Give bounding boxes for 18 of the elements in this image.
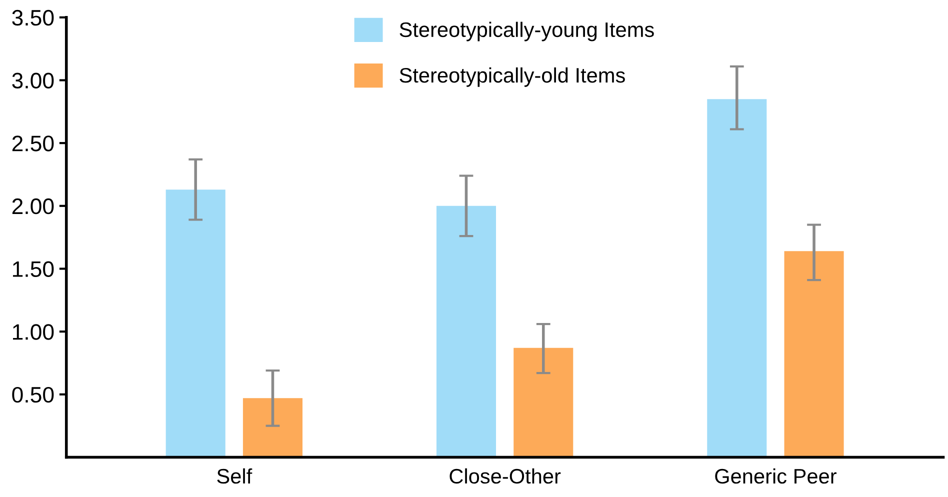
x-tick-label: Close-Other: [450, 468, 561, 484]
x-tick-label: Self: [217, 468, 252, 484]
bar: [242, 398, 302, 458]
legend-label: Stereotypically-young Items: [400, 22, 654, 42]
bar: [436, 206, 496, 458]
y-tick-label: 1.00: [13, 324, 54, 340]
y-tick-label: 3.00: [12, 72, 54, 88]
y-tick-label: 0.50: [12, 386, 54, 403]
y-tick-label: 1.50: [13, 261, 54, 278]
y-tick-label: 2.50: [12, 136, 54, 152]
bar: [784, 251, 844, 458]
legend-label: Stereotypically-old Items: [400, 67, 625, 87]
y-tick-label: 3.50: [12, 10, 54, 26]
bar: [707, 99, 767, 458]
x-tick-label: Generic Peer: [715, 468, 836, 484]
y-tick-label: 2.00: [12, 198, 54, 214]
bar: [514, 348, 574, 458]
bar: [166, 190, 226, 458]
